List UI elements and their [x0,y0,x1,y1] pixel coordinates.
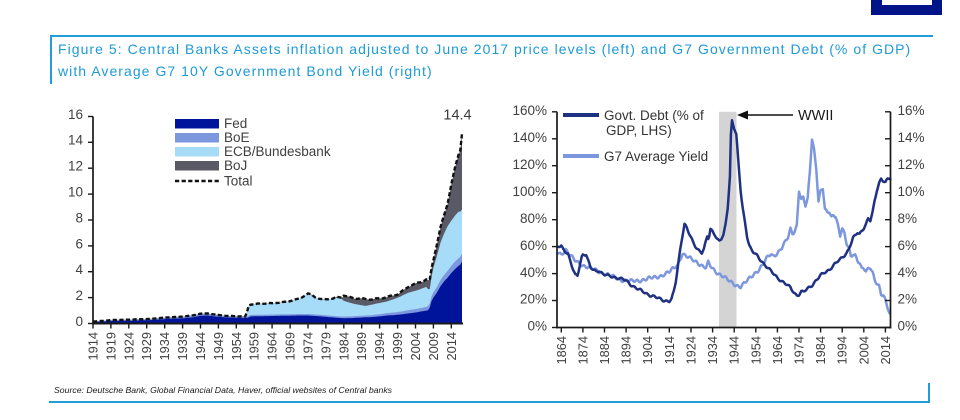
svg-text:6%: 6% [898,238,918,253]
svg-text:BoJ: BoJ [224,158,247,173]
svg-text:1949: 1949 [211,332,226,360]
svg-text:1959: 1959 [247,332,262,360]
svg-text:BoE: BoE [224,130,250,145]
svg-text:1999: 1999 [390,332,405,360]
svg-text:1994: 1994 [372,332,387,360]
svg-text:8%: 8% [898,211,918,226]
svg-text:1944: 1944 [193,332,208,360]
svg-text:1894: 1894 [619,336,634,364]
svg-text:GDP, LHS): GDP, LHS) [606,123,672,138]
svg-text:1874: 1874 [575,336,590,364]
svg-text:1934: 1934 [157,332,172,360]
svg-text:2014: 2014 [878,336,893,364]
svg-text:20%: 20% [520,292,547,307]
svg-text:1979: 1979 [318,332,333,360]
svg-text:12%: 12% [898,157,925,172]
svg-text:16%: 16% [898,103,925,118]
svg-text:4: 4 [75,262,83,277]
svg-text:1904: 1904 [640,336,655,364]
svg-text:120%: 120% [512,157,547,172]
svg-text:1884: 1884 [597,336,612,364]
svg-text:Total: Total [224,174,253,189]
svg-text:60%: 60% [520,238,547,253]
svg-text:2: 2 [75,288,83,303]
svg-text:1964: 1964 [770,336,785,364]
svg-text:Fed: Fed [224,116,247,131]
svg-text:12: 12 [68,159,83,174]
svg-text:1924: 1924 [684,336,699,364]
svg-text:10: 10 [68,185,83,200]
svg-text:14%: 14% [898,130,925,145]
svg-text:100%: 100% [512,184,547,199]
svg-text:Govt. Debt (% of: Govt. Debt (% of [604,108,704,123]
svg-text:40%: 40% [520,265,547,280]
svg-text:1864: 1864 [554,336,569,364]
svg-text:1919: 1919 [103,332,118,360]
svg-text:2004: 2004 [856,336,871,364]
svg-text:10%: 10% [898,184,925,199]
svg-text:0%: 0% [898,319,918,334]
svg-text:1954: 1954 [229,332,244,360]
svg-text:0: 0 [75,314,83,329]
svg-text:2004: 2004 [408,332,423,360]
svg-text:2009: 2009 [426,332,441,360]
svg-text:1934: 1934 [705,336,720,364]
svg-text:ECB/Bundesbank: ECB/Bundesbank [224,144,331,159]
svg-text:16: 16 [68,107,83,122]
svg-text:6: 6 [75,236,83,251]
svg-text:1969: 1969 [283,332,298,360]
svg-text:1989: 1989 [354,332,369,360]
svg-text:1929: 1929 [139,332,154,360]
svg-text:4%: 4% [898,265,918,280]
svg-text:1914: 1914 [86,332,101,360]
svg-text:WWII: WWII [798,108,833,124]
svg-text:80%: 80% [520,211,547,226]
svg-text:14: 14 [68,133,84,148]
svg-text:8: 8 [75,210,83,225]
svg-text:1974: 1974 [792,336,807,364]
svg-text:1984: 1984 [336,332,351,360]
svg-text:140%: 140% [512,130,547,145]
svg-text:1914: 1914 [662,336,677,364]
svg-text:1944: 1944 [727,336,742,364]
svg-text:0%: 0% [527,319,547,334]
svg-text:1994: 1994 [835,336,850,364]
svg-text:2014: 2014 [444,332,459,360]
svg-text:14.4: 14.4 [443,108,471,124]
svg-text:1974: 1974 [301,332,316,360]
svg-text:1964: 1964 [265,332,280,360]
svg-text:1954: 1954 [748,336,763,364]
svg-text:G7 Average Yield: G7 Average Yield [604,149,708,164]
svg-text:160%: 160% [512,103,547,118]
svg-text:1924: 1924 [121,332,136,360]
svg-text:2%: 2% [898,292,918,307]
svg-text:1939: 1939 [175,332,190,360]
svg-text:1984: 1984 [813,336,828,364]
